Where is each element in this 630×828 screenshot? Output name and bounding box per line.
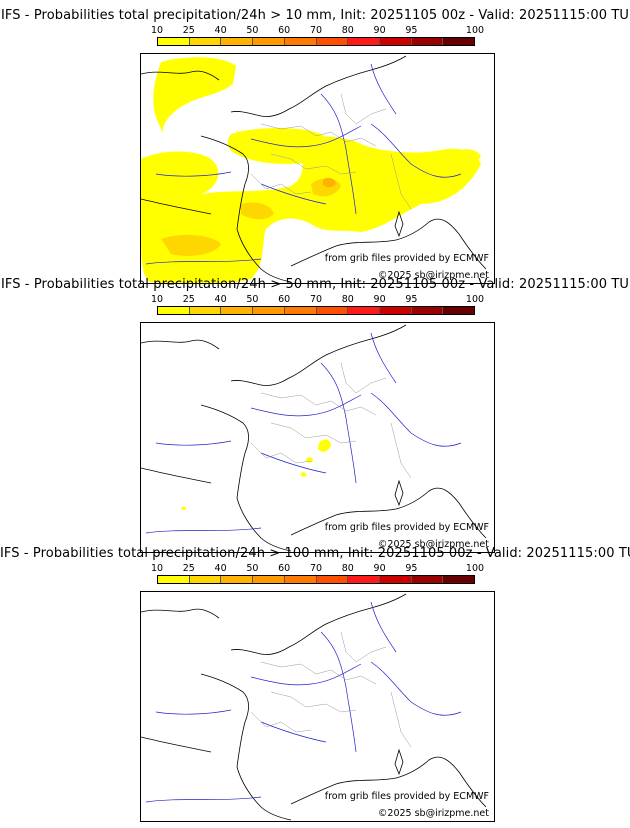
colorbar-tick-label: 70 (309, 563, 323, 574)
colorbar-tick-label: 95 (405, 294, 418, 305)
map: from grib files provided by ECMWF ©2025 … (140, 591, 495, 822)
colorbar-tick-label: 50 (246, 25, 259, 36)
colorbar-swatch (316, 307, 349, 314)
colorbar-tick-label: 60 (278, 294, 291, 305)
rivers (145, 601, 462, 803)
map-svg (141, 55, 487, 283)
colorbar-swatch (284, 307, 317, 314)
colorbar-swatch (379, 38, 412, 45)
map-svg (141, 324, 487, 552)
colorbar-tick-label: 60 (278, 25, 291, 36)
colorbar-swatch (443, 38, 475, 45)
colorbar-tick-label: 40 (214, 563, 227, 574)
colorbar-swatch (284, 576, 317, 583)
colorbar-swatch (158, 38, 190, 45)
colorbar-swatch (411, 307, 444, 314)
colorbar-swatch (316, 38, 349, 45)
colorbar-tick-label: 40 (214, 294, 227, 305)
colorbar-tick-label: 25 (182, 563, 195, 574)
borders (250, 93, 412, 210)
colorbar-tick-label: 90 (373, 563, 386, 574)
colorbar-swatch (443, 307, 475, 314)
colorbar (157, 306, 475, 315)
colorbar-swatch (379, 576, 412, 583)
colorbar-labels: 10 25 40 50 60 70 80 90 95 100 (150, 25, 500, 37)
panel-title: IFS - Probabilities total precipitation/… (0, 277, 630, 292)
colorbar-swatch (379, 307, 412, 314)
panel-100mm: IFS - Probabilities total precipitation/… (0, 546, 630, 822)
colorbar-swatch (189, 576, 222, 583)
colorbar-swatch (253, 307, 285, 314)
colorbar-tick-label: 25 (182, 25, 195, 36)
precip-field (141, 57, 481, 283)
colorbar-swatch (411, 576, 444, 583)
coastlines (141, 55, 487, 283)
colorbar-tick-label: 100 (465, 294, 485, 305)
colorbar (157, 37, 475, 46)
colorbar-swatch (221, 576, 254, 583)
colorbar-tick-label: 10 (150, 563, 164, 574)
precip-field (181, 439, 331, 511)
colorbar-tick-label: 40 (214, 25, 227, 36)
panel-title: IFS - Probabilities total precipitation/… (0, 546, 630, 561)
colorbar-tick-label: 70 (309, 25, 323, 36)
colorbar-swatch (348, 307, 380, 314)
rivers (145, 332, 462, 534)
panel-50mm: IFS - Probabilities total precipitation/… (0, 277, 630, 553)
colorbar-tick-label: 90 (373, 25, 386, 36)
source-credit: from grib files provided by ECMWF (324, 522, 489, 533)
colorbar-tick-label: 90 (373, 294, 386, 305)
colorbar-labels: 10 25 40 50 60 70 80 90 95 100 (150, 563, 500, 575)
colorbar-swatch (411, 38, 444, 45)
colorbar-labels: 10 25 40 50 60 70 80 90 95 100 (150, 294, 500, 306)
colorbar-swatch (189, 307, 222, 314)
colorbar-tick-label: 80 (341, 294, 354, 305)
colorbar-swatch (221, 307, 254, 314)
colorbar-swatch (284, 38, 317, 45)
colorbar-swatch (158, 576, 190, 583)
borders (250, 631, 412, 748)
copyright: ©2025 sb@irizpme.net (377, 270, 489, 281)
map-svg (141, 593, 487, 821)
colorbar-tick-label: 80 (341, 25, 354, 36)
copyright: ©2025 sb@irizpme.net (377, 808, 489, 819)
copyright: ©2025 sb@irizpme.net (377, 539, 489, 550)
map: from grib files provided by ECMWF ©2025 … (140, 322, 495, 553)
rivers (145, 63, 462, 265)
colorbar-tick-label: 50 (246, 563, 259, 574)
coastlines (141, 593, 487, 821)
colorbar-swatch (443, 576, 475, 583)
colorbar-tick-label: 100 (465, 25, 485, 36)
colorbar-tick-label: 50 (246, 294, 259, 305)
colorbar-tick-label: 60 (278, 563, 291, 574)
colorbar-swatch (348, 38, 380, 45)
colorbar-tick-label: 100 (465, 563, 485, 574)
colorbar-tick-label: 25 (182, 294, 195, 305)
panel-10mm: IFS - Probabilities total precipitation/… (0, 8, 630, 284)
colorbar-tick-label: 95 (405, 25, 418, 36)
colorbar-tick-label: 95 (405, 563, 418, 574)
colorbar-swatch (316, 576, 349, 583)
colorbar-swatch (158, 307, 190, 314)
colorbar-tick-label: 10 (150, 25, 164, 36)
borders (250, 362, 412, 479)
panel-title: IFS - Probabilities total precipitation/… (0, 8, 630, 23)
colorbar (157, 575, 475, 584)
colorbar-swatch (253, 576, 285, 583)
source-credit: from grib files provided by ECMWF (324, 791, 489, 802)
colorbar-swatch (253, 38, 285, 45)
map: from grib files provided by ECMWF ©2025 … (140, 53, 495, 284)
coastlines (141, 324, 487, 552)
colorbar-tick-label: 10 (150, 294, 164, 305)
source-credit: from grib files provided by ECMWF (324, 253, 489, 264)
colorbar-tick-label: 80 (341, 563, 354, 574)
colorbar-swatch (221, 38, 254, 45)
colorbar-swatch (348, 576, 380, 583)
colorbar-swatch (189, 38, 222, 45)
colorbar-tick-label: 70 (309, 294, 323, 305)
